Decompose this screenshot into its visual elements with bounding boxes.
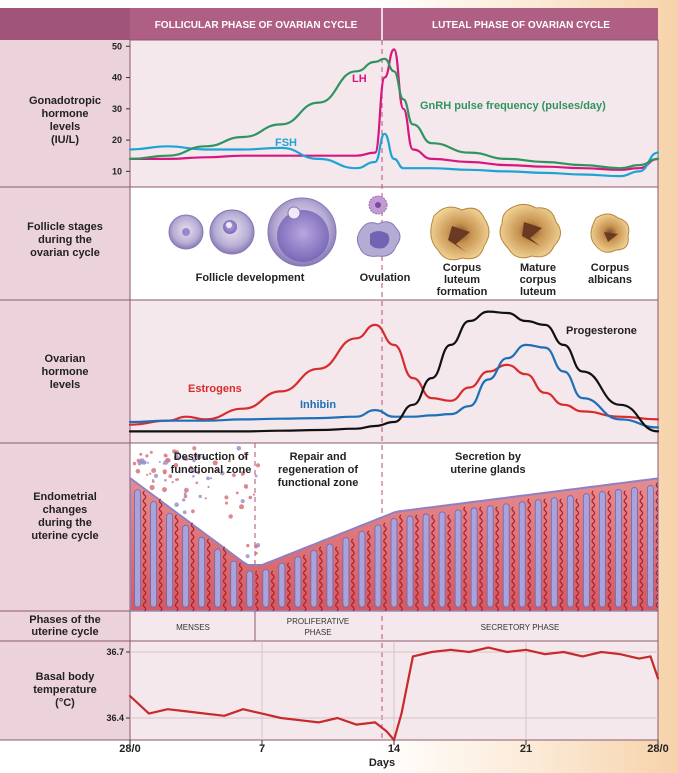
gonadotropic-tick-label: 20 — [112, 135, 122, 145]
corpus-albicans-caption: albicans — [588, 274, 632, 286]
corpus-luteum-formation-icon — [430, 206, 490, 261]
gonadotropic-panel — [129, 39, 659, 188]
corpus-albicans-icon — [590, 213, 630, 253]
secretion-caption: uterine glands — [450, 464, 525, 476]
corpus-luteum-formation-caption: Corpus — [443, 262, 482, 274]
estrogens-label: Estrogens — [188, 383, 242, 395]
progesterone-label: Progesterone — [566, 325, 637, 337]
gonadotropic-row-label: hormone — [41, 108, 88, 120]
row-label-panel — [0, 40, 130, 740]
corpus-luteum-formation-caption: formation — [437, 286, 488, 298]
proliferative-phase-label: PROLIFERATIVE — [287, 617, 350, 626]
gonadotropic-gnrh-line — [128, 57, 660, 170]
bbt-row-label: Basal body — [36, 671, 96, 683]
ovarian-row-label: Ovarian — [45, 353, 86, 365]
ovulated-oocyte-icon — [368, 195, 388, 215]
bbt-tick-label: 36.4 — [106, 713, 124, 723]
uterine-phase-row-label: uterine cycle — [31, 626, 98, 638]
uterine-phase-labels: MENSES PROLIFERATIVE PHASE SECRETORY PHASE — [176, 617, 559, 637]
follicle-development-caption: Follicle development — [196, 272, 305, 284]
gonadotropic-chart — [128, 48, 660, 178]
ovulation-caption: Ovulation — [360, 272, 411, 284]
endometrial-row-label: changes — [43, 504, 88, 516]
ovarian-row-label: levels — [50, 379, 81, 391]
ovarian-row-label: hormone — [41, 366, 88, 378]
menses-phase-label: MENSES — [176, 623, 210, 632]
bbt-row-label: temperature — [33, 684, 97, 696]
destruction-caption: Destruction of — [174, 451, 249, 463]
gonadotropic-tick-label: 40 — [112, 73, 122, 83]
gonadotropic-row-label: (IU/L) — [51, 134, 79, 146]
gonadotropic-axis: 50 40 30 20 10 — [112, 41, 130, 176]
proliferative-phase-label: PHASE — [304, 628, 331, 637]
repair-caption: Repair and — [290, 451, 347, 463]
follicle-row-label: ovarian cycle — [30, 247, 100, 259]
gonadotropic-lh-line — [128, 48, 660, 171]
bbt-gridlines — [130, 641, 658, 740]
ruptured-follicle-icon — [356, 221, 401, 257]
gonadotropic-row-label: Gonadotropic — [29, 95, 101, 107]
ovarian-hormone-chart — [128, 310, 660, 433]
tertiary-follicle-icon — [267, 197, 337, 267]
bbt-axis: 36.7 36.4 — [106, 647, 130, 723]
destruction-caption: functional zone — [171, 464, 252, 476]
ovarian-panel — [129, 299, 659, 444]
day-tick-label: 28/0 — [119, 743, 140, 755]
mature-corpus-luteum-caption: Mature — [520, 262, 556, 274]
bbt-tick-label: 36.7 — [106, 647, 124, 657]
gonadotropic-tick-label: 10 — [112, 166, 122, 176]
bbt-chart — [128, 646, 660, 742]
repair-caption: functional zone — [278, 477, 359, 489]
follicle-row-label: during the — [38, 234, 92, 246]
follicle-illustrations — [168, 195, 630, 267]
row-labels: Gonadotropichormonelevels(IU/L)Follicle … — [27, 95, 103, 709]
ovarian-inhibin-line — [128, 343, 660, 429]
uterine-phase-row-label: Phases of the — [29, 614, 101, 626]
repair-caption: regeneration of — [278, 464, 358, 476]
uterine-phase-panel — [129, 610, 659, 642]
day-tick-label: 7 — [259, 743, 265, 755]
endometrium-illustration — [130, 446, 658, 611]
fsh-label: FSH — [275, 137, 297, 149]
gonadotropic-fsh-line — [128, 132, 660, 178]
days-axis: 28/0 7 14 21 28/0 — [119, 740, 669, 755]
inhibin-label: Inhibin — [300, 399, 336, 411]
bbt-line — [128, 646, 660, 742]
endometrial-row-label: uterine cycle — [31, 530, 98, 542]
ovarian-estrogens-line — [128, 323, 660, 426]
day-tick-label: 28/0 — [647, 743, 668, 755]
primary-follicle-icon — [168, 214, 204, 250]
lh-label: LH — [352, 73, 367, 85]
gonadotropic-tick-label: 30 — [112, 104, 122, 114]
secretion-caption: Secretion by — [455, 451, 522, 463]
gonadotropic-tick-label: 50 — [112, 41, 122, 51]
endometrial-row-label: Endometrial — [33, 491, 97, 503]
endometrial-row-label: during the — [38, 517, 92, 529]
mature-corpus-luteum-caption: corpus — [520, 274, 557, 286]
corpus-albicans-caption: Corpus — [591, 262, 630, 274]
follicular-phase-header: FOLLICULAR PHASE OF OVARIAN CYCLE — [155, 20, 358, 31]
gonadotropic-row-label: levels — [50, 121, 81, 133]
secondary-follicle-icon — [209, 209, 255, 255]
day-tick-label: 14 — [388, 743, 401, 755]
day-tick-label: 21 — [520, 743, 532, 755]
ovarian-progesterone-line — [128, 310, 660, 433]
luteal-phase-header: LUTEAL PHASE OF OVARIAN CYCLE — [432, 20, 610, 31]
gnrh-label: GnRH pulse frequency (pulses/day) — [420, 100, 606, 112]
bbt-row-label: (°C) — [55, 697, 75, 709]
mature-corpus-luteum-caption: luteum — [520, 286, 556, 298]
corpus-luteum-formation-caption: luteum — [444, 274, 480, 286]
mature-corpus-luteum-icon — [499, 204, 561, 259]
follicle-captions: Follicle development OvulationCorpusluteu… — [196, 262, 632, 298]
days-label: Days — [369, 757, 395, 769]
secretory-phase-label: SECRETORY PHASE — [481, 623, 560, 632]
follicle-row-label: Follicle stages — [27, 221, 103, 233]
